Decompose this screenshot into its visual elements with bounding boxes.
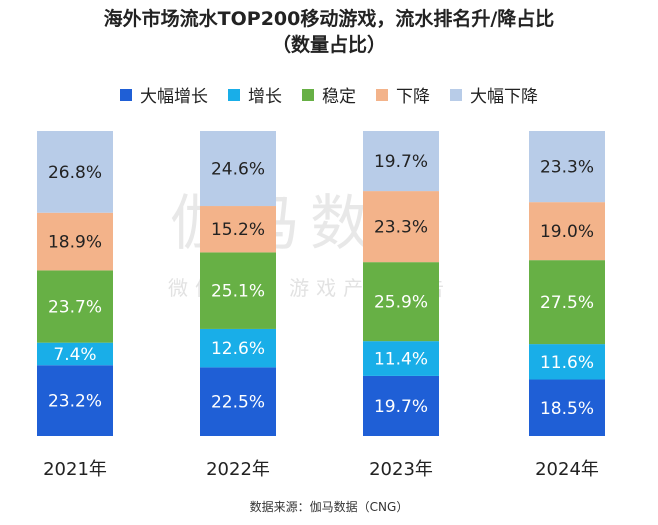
bar-segment-0-0: [37, 365, 113, 436]
legend-swatch-1: [228, 88, 240, 101]
data-label-3-0: 18.5%: [540, 399, 594, 419]
data-label-1-0: 22.5%: [211, 393, 265, 413]
data-label-0-0: 23.2%: [48, 392, 102, 412]
data-label-1-4: 24.6%: [211, 160, 265, 180]
data-label-3-3: 19.0%: [540, 222, 594, 242]
bar-segment-0-4: [37, 131, 113, 213]
bar-segment-1-4: [200, 131, 276, 207]
legend-label-4: 大幅下降: [470, 87, 538, 107]
bar-segment-2-1: [363, 341, 439, 376]
bar-segment-1-0: [200, 367, 276, 436]
bar-segment-3-2: [529, 260, 605, 345]
chart-legend: 大幅增长 增长 稳定 下降 大幅下降: [0, 82, 658, 107]
data-label-2-2: 25.9%: [374, 293, 428, 313]
data-label-2-0: 19.7%: [374, 397, 428, 417]
legend-label-2: 稳定: [322, 87, 356, 107]
legend-label-0: 大幅增长: [140, 87, 208, 107]
data-label-0-4: 26.8%: [48, 163, 102, 183]
bar-segment-1-3: [200, 206, 276, 253]
data-label-2-1: 11.4%: [374, 350, 428, 370]
bar-segment-3-4: [529, 131, 605, 203]
chart-title-line2: （数量占比）: [271, 34, 386, 56]
data-label-0-3: 18.9%: [48, 233, 102, 253]
data-label-3-4: 23.3%: [540, 158, 594, 178]
legend-swatch-0: [120, 88, 132, 101]
legend-label-1: 增长: [248, 87, 282, 107]
data-label-2-4: 19.7%: [374, 152, 428, 172]
x-tick-label-1: 2022年: [206, 459, 270, 480]
bar-segment-1-2: [200, 252, 276, 329]
data-label-0-1: 7.4%: [53, 345, 96, 365]
legend-item-0: 大幅增长: [120, 82, 208, 107]
legend-swatch-3: [376, 88, 388, 101]
data-label-2-3: 23.3%: [374, 218, 428, 238]
legend-label-3: 下降: [396, 87, 430, 107]
bar-segment-3-3: [529, 202, 605, 261]
legend-item-3: 下降: [376, 82, 430, 107]
legend-item-2: 稳定: [302, 82, 356, 107]
bar-segment-2-4: [363, 131, 439, 192]
data-label-1-3: 15.2%: [211, 220, 265, 240]
x-tick-label-0: 2021年: [43, 459, 107, 480]
bar-segment-1-1: [200, 328, 276, 368]
x-tick-label-2: 2023年: [369, 459, 433, 480]
bar-segment-0-3: [37, 212, 113, 271]
bar-segment-3-1: [529, 344, 605, 380]
legend-item-1: 增长: [228, 82, 282, 107]
legend-swatch-2: [302, 88, 314, 101]
legend-item-4: 大幅下降: [450, 82, 538, 107]
bar-segment-0-1: [37, 342, 113, 366]
bar-segment-3-0: [529, 379, 605, 436]
data-label-0-2: 23.7%: [48, 298, 102, 318]
data-label-3-1: 11.6%: [540, 353, 594, 373]
data-label-1-1: 12.6%: [211, 339, 265, 359]
bar-segment-2-0: [363, 375, 439, 436]
x-tick-label-3: 2024年: [535, 459, 599, 480]
data-label-1-2: 25.1%: [211, 282, 265, 302]
bar-segment-2-2: [363, 262, 439, 342]
data-source: 数据来源：伽马数据（CNG）: [249, 500, 409, 514]
bar-segment-0-2: [37, 270, 113, 343]
bar-segment-2-3: [363, 191, 439, 263]
data-label-3-2: 27.5%: [540, 293, 594, 313]
chart-title: 海外市场流水TOP200移动游戏，流水排名升/降占比 （数量占比）: [0, 6, 658, 58]
chart-title-line1: 海外市场流水TOP200移动游戏，流水排名升/降占比: [103, 8, 555, 30]
legend-swatch-4: [450, 88, 462, 101]
